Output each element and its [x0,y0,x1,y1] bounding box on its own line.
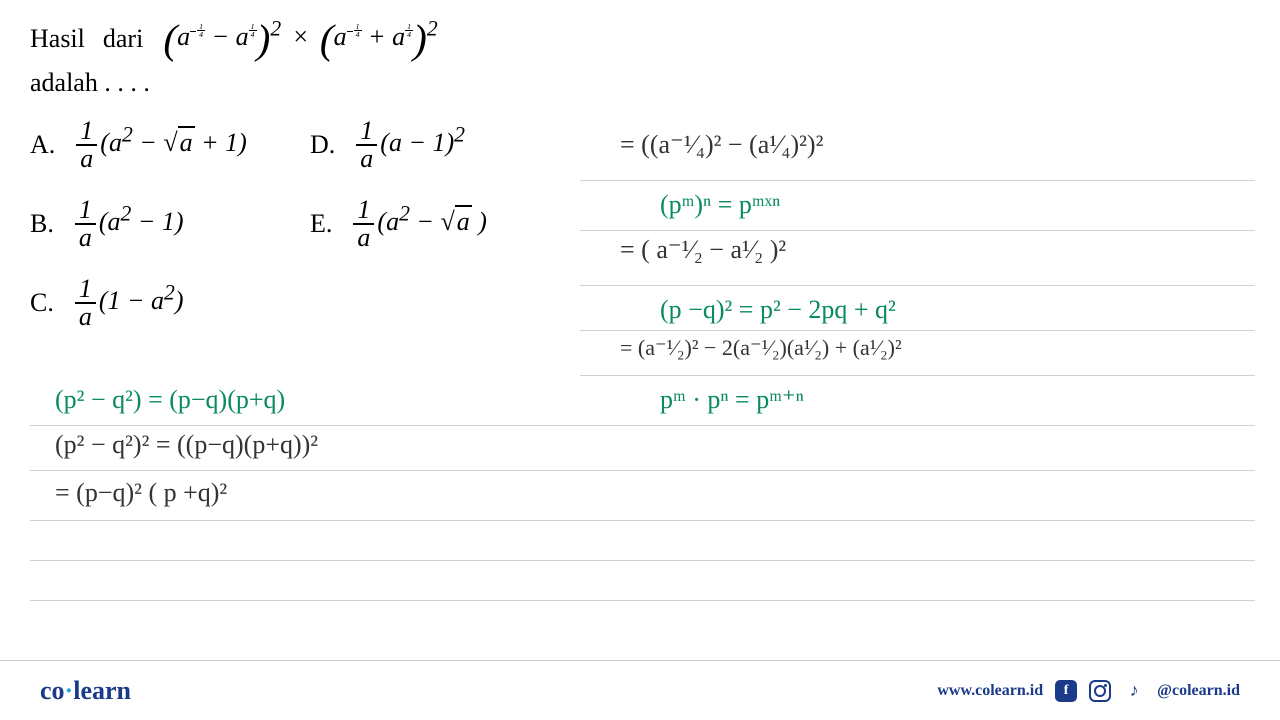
footer-right: www.colearn.id f ♪ @colearn.id [937,680,1240,702]
option-e: E. 1a(a2 − a ) [310,197,590,251]
question-prefix2: dari [103,24,143,54]
hw-right-line: = ( a⁻¹⁄₂ − a¹⁄₂ )² [620,235,786,265]
hw-left-line: (p² − q²)² = ((p−q)(p+q))² [55,430,318,460]
hw-left-line: = (p−q)² ( p +q)² [55,478,227,508]
question-line: Hasil dari (a14 − a14)2 × (a14 + a14)2 [30,15,1250,63]
tiktok-icon: ♪ [1123,680,1145,702]
hw-right-line: (pᵐ)ⁿ = pᵐˣⁿ [660,190,780,220]
facebook-icon: f [1055,680,1077,702]
question-expression: (a14 − a14)2 × (a14 + a14)2 [163,15,437,63]
hw-right-line: (p −q)² = p² − 2pq + q² [660,295,896,325]
question-prefix: Hasil [30,24,85,54]
logo: co·learn [40,676,131,706]
instagram-icon [1089,680,1111,702]
option-d: D. 1a(a − 1)2 [310,118,590,172]
option-c: C. 1a(1 − a2) [30,276,310,330]
adalah-text: adalah . . . . [30,68,1250,98]
hw-right-line: = ((a⁻¹⁄₄)² − (a¹⁄₄)²)² [620,130,823,160]
hw-right-line: = (a⁻¹⁄₂)² − 2(a⁻¹⁄₂)(a¹⁄₂) + (a¹⁄₂)² [620,335,902,361]
footer-handle: @colearn.id [1157,682,1240,700]
footer-url: www.colearn.id [937,682,1043,700]
option-b: B. 1a(a2 − 1) [30,197,310,251]
hw-right-line: pᵐ · pⁿ = pᵐ⁺ⁿ [660,385,804,415]
option-a: A. 1a(a2 − a + 1) [30,118,310,172]
hw-left-line: (p² − q²) = (p−q)(p+q) [55,385,285,415]
footer: co·learn www.colearn.id f ♪ @colearn.id [0,660,1280,720]
